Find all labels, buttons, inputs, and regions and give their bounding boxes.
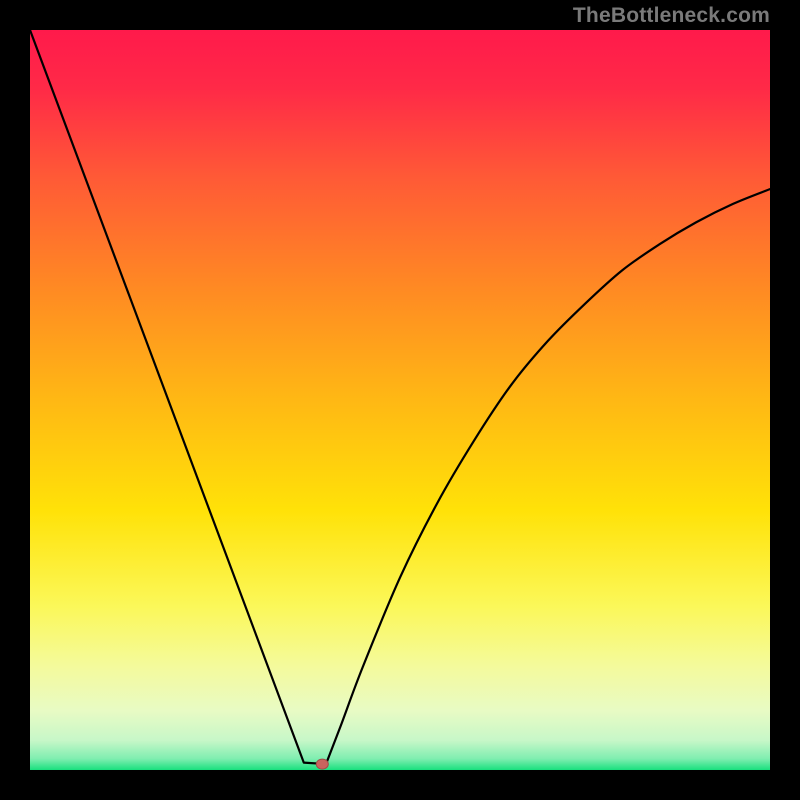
plot-area: [30, 30, 770, 770]
watermark-text: TheBottleneck.com: [573, 4, 770, 28]
minimum-marker: [316, 759, 328, 769]
gradient-background: [30, 30, 770, 770]
outer-frame: TheBottleneck.com: [0, 0, 800, 800]
bottleneck-chart: [30, 30, 770, 770]
